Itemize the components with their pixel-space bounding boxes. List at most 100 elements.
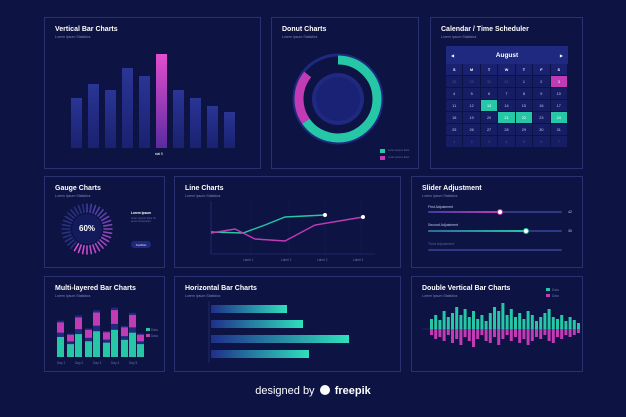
- bar-layer-pink: [111, 310, 118, 324]
- panel-title: Double Vertical Bar Charts: [422, 285, 511, 292]
- slider-knob[interactable]: [497, 209, 503, 215]
- calendar-day[interactable]: 4: [446, 88, 464, 100]
- gauge-tick: [67, 239, 75, 246]
- legend-label: Data: [151, 334, 158, 338]
- x-tick-label: Label 2: [281, 258, 292, 262]
- calendar-day[interactable]: 13: [480, 100, 499, 112]
- calendar-day[interactable]: 16: [533, 100, 551, 112]
- bar-up: [539, 317, 543, 329]
- calendar-day[interactable]: 5: [463, 88, 481, 100]
- calendar-day[interactable]: 31: [498, 76, 516, 88]
- calendar-day[interactable]: 4: [498, 136, 516, 148]
- next-month-icon[interactable]: ▶: [559, 52, 563, 58]
- bar: [88, 84, 99, 148]
- calendar-day[interactable]: 23: [533, 112, 551, 124]
- calendar-weekday: S: [550, 64, 568, 76]
- line-series-teal: [210, 214, 326, 234]
- calendar-day[interactable]: 6: [480, 88, 499, 100]
- slider-track[interactable]: [428, 249, 562, 251]
- bar-down: [459, 329, 463, 345]
- calendar-day[interactable]: 17: [550, 100, 568, 112]
- calendar-day[interactable]: 15: [515, 100, 534, 112]
- bar-up: [434, 315, 438, 329]
- calendar-day[interactable]: 7: [498, 88, 516, 100]
- legend-label: Data: [552, 294, 559, 298]
- calendar-day[interactable]: 24: [550, 112, 568, 124]
- legend-swatch: [546, 294, 550, 297]
- line-point: [323, 213, 327, 217]
- multi-bar-chart: [57, 307, 150, 357]
- calendar-day[interactable]: 26: [463, 124, 481, 136]
- calendar-day[interactable]: 3: [480, 136, 499, 148]
- calendar-day[interactable]: 20: [480, 112, 499, 124]
- calendar-day[interactable]: 28: [498, 124, 516, 136]
- calendar-day[interactable]: 21: [498, 112, 516, 124]
- bar-layer-pink: [121, 327, 128, 337]
- calendar-day[interactable]: 6: [533, 136, 551, 148]
- bar-layer-pink: [93, 312, 100, 326]
- legend-swatch: [146, 334, 150, 337]
- calendar-day[interactable]: 7: [550, 136, 568, 148]
- gauge-tick: [70, 241, 77, 249]
- calendar-day[interactable]: 11: [446, 100, 464, 112]
- bar-up: [476, 319, 480, 329]
- double-bar-chart: [422, 288, 580, 347]
- confirm-button[interactable]: Confirm: [131, 241, 151, 248]
- prev-month-icon[interactable]: ◀: [451, 52, 455, 58]
- calendar-day[interactable]: 29: [463, 76, 481, 88]
- bar-up: [497, 311, 501, 329]
- horizontal-bar-chart: [208, 301, 349, 363]
- slider-label: Third Adjustment: [428, 242, 455, 246]
- bar-layer-teal: [85, 341, 92, 357]
- gauge-tick: [62, 234, 72, 239]
- bar-down: [501, 329, 505, 339]
- calendar-day[interactable]: 9: [533, 88, 551, 100]
- bar-up: [430, 319, 433, 329]
- calendar-day[interactable]: 2: [463, 136, 481, 148]
- slider-label: First Adjustment: [428, 205, 454, 209]
- bar-up: [446, 317, 450, 329]
- calendar-day[interactable]: 31: [550, 124, 568, 136]
- bar-down: [572, 329, 576, 335]
- bar-down: [543, 329, 547, 335]
- bar-up: [556, 319, 559, 329]
- calendar-day[interactable]: 1: [446, 136, 464, 148]
- calendar-day[interactable]: 22: [515, 112, 534, 124]
- slider-knob[interactable]: [523, 228, 529, 234]
- panel-title: Horizontal Bar Charts: [185, 285, 257, 292]
- bar-up: [572, 320, 576, 329]
- bar-up: [501, 303, 505, 329]
- bar-down: [535, 329, 538, 337]
- calendar-day[interactable]: 1: [515, 76, 534, 88]
- calendar-day[interactable]: 2: [533, 76, 551, 88]
- gauge-tick: [92, 244, 97, 254]
- slider-label: Second Adjustment: [428, 223, 459, 227]
- line-chart: [210, 201, 375, 255]
- donut-outer-ring: [292, 53, 384, 145]
- credit-line: designed by freepik: [0, 385, 626, 397]
- calendar-day[interactable]: 27: [480, 124, 499, 136]
- gauge-tick: [99, 239, 107, 246]
- calendar-day[interactable]: 18: [446, 112, 464, 124]
- calendar-day[interactable]: 3: [550, 76, 568, 88]
- bar-down: [509, 329, 513, 341]
- bar-up: [459, 315, 463, 329]
- calendar-day[interactable]: 14: [498, 100, 516, 112]
- calendar-day[interactable]: 5: [515, 136, 534, 148]
- x-tick-label: Day 5: [129, 361, 138, 365]
- calendar-day[interactable]: 25: [446, 124, 464, 136]
- gauge-side-title: Lorem Ipsum: [131, 211, 152, 215]
- gauge-tick: [92, 204, 97, 214]
- calendar-day[interactable]: 10: [550, 88, 568, 100]
- slider-fill: [428, 211, 500, 213]
- calendar-day[interactable]: 19: [463, 112, 481, 124]
- calendar-day[interactable]: 30: [533, 124, 551, 136]
- bar-layer-pink: [75, 317, 82, 330]
- calendar-day[interactable]: 29: [515, 124, 534, 136]
- calendar-day[interactable]: 8: [515, 88, 534, 100]
- calendar-day[interactable]: 28: [446, 76, 464, 88]
- credit-prefix: designed by: [255, 385, 315, 397]
- calendar-day[interactable]: 30: [480, 76, 499, 88]
- calendar-day[interactable]: 12: [463, 100, 481, 112]
- calendar-panel: Calendar / Time Scheduler Lorem Ipsum St…: [430, 17, 583, 169]
